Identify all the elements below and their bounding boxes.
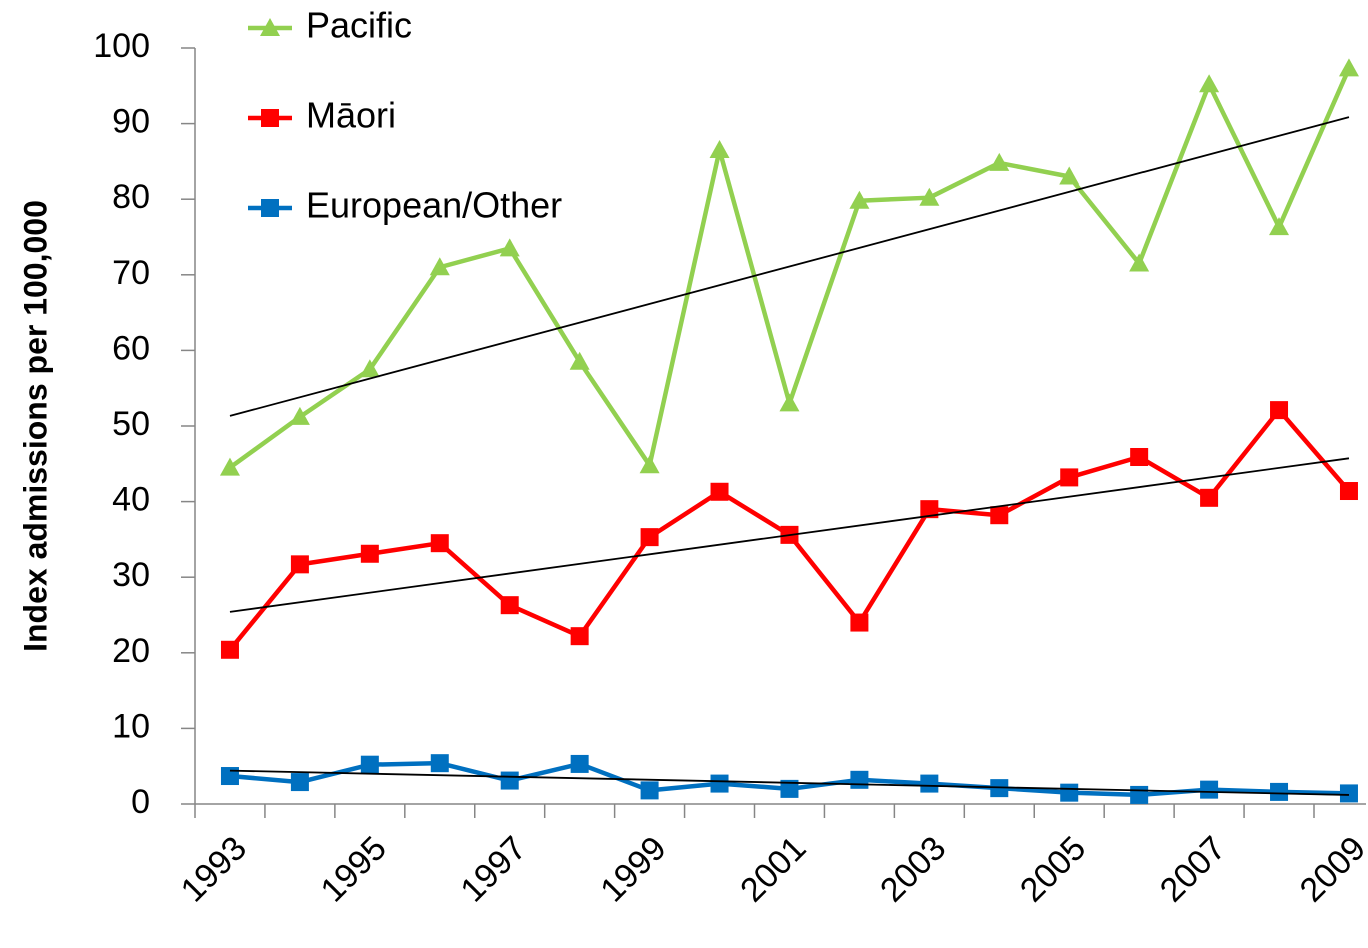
data-point (1339, 482, 1358, 501)
data-point (1270, 782, 1289, 801)
data-point (570, 627, 589, 646)
data-point (1339, 784, 1358, 803)
data-point (989, 152, 1010, 171)
data-point (1130, 447, 1149, 466)
data-point (1130, 785, 1149, 804)
data-point (710, 774, 729, 793)
data-point (1200, 780, 1219, 799)
legend-label: Māori (306, 95, 396, 136)
data-point (850, 613, 869, 632)
trend-line (229, 116, 1350, 417)
data-point (709, 140, 730, 159)
data-point (429, 257, 450, 276)
x-tick-label: 2003 (873, 829, 953, 909)
data-point (359, 359, 380, 378)
data-point (779, 393, 800, 412)
data-point (500, 596, 519, 615)
data-point (1270, 401, 1289, 420)
x-tick-label: 2005 (1013, 829, 1093, 909)
data-point (360, 755, 379, 774)
data-point (570, 754, 589, 773)
y-tick-label: 10 (112, 707, 150, 745)
data-point (220, 640, 239, 659)
data-point (639, 455, 660, 474)
data-point (430, 754, 449, 773)
legend-marker (260, 18, 280, 36)
data-point (990, 506, 1009, 525)
data-point (1269, 217, 1290, 236)
legend-marker (261, 199, 279, 217)
legend-label: European/Other (306, 185, 562, 226)
x-tick-label: 2009 (1293, 829, 1368, 909)
data-point (289, 406, 310, 425)
data-point (1199, 74, 1220, 93)
data-point (290, 555, 309, 574)
x-tick-label: 2007 (1153, 829, 1233, 909)
legend-marker (261, 109, 279, 127)
y-tick-label: 40 (112, 481, 150, 519)
y-tick-label: 70 (112, 254, 150, 292)
data-point (640, 528, 659, 547)
data-point (640, 781, 659, 800)
trend-line (229, 769, 1349, 796)
data-point (430, 534, 449, 553)
y-tick-label: 50 (112, 405, 150, 443)
data-point (499, 238, 520, 257)
data-point (500, 771, 519, 790)
data-point (919, 187, 940, 206)
data-point (220, 767, 239, 786)
data-point (850, 770, 869, 789)
data-point (1338, 58, 1359, 77)
y-tick-label: 90 (112, 103, 150, 141)
x-tick-label: 1995 (313, 829, 393, 909)
y-axis-label: Index admissions per 100,000 (17, 200, 53, 652)
x-tick-label: 1993 (174, 829, 254, 909)
y-tick-label: 100 (93, 27, 150, 65)
y-tick-label: 30 (112, 556, 150, 594)
data-point (219, 457, 240, 476)
data-point (1059, 166, 1080, 185)
data-point (569, 351, 590, 370)
data-point (780, 779, 799, 798)
data-point (290, 773, 309, 792)
data-point (920, 774, 939, 793)
x-tick-label: 1999 (593, 829, 673, 909)
data-point (1200, 488, 1219, 507)
y-tick-label: 80 (112, 178, 150, 216)
x-tick-label: 2001 (733, 829, 813, 909)
data-point (710, 482, 729, 501)
data-point (849, 190, 870, 209)
data-point (360, 544, 379, 563)
y-tick-label: 20 (112, 632, 150, 670)
data-point (920, 500, 939, 519)
data-point (1060, 468, 1079, 487)
data-point (1129, 253, 1150, 272)
y-tick-label: 0 (131, 783, 150, 821)
trend-line (229, 457, 1350, 613)
x-tick-label: 1997 (453, 829, 533, 909)
data-point (1060, 783, 1079, 802)
legend-label: Pacific (306, 5, 412, 46)
y-tick-label: 60 (112, 329, 150, 367)
